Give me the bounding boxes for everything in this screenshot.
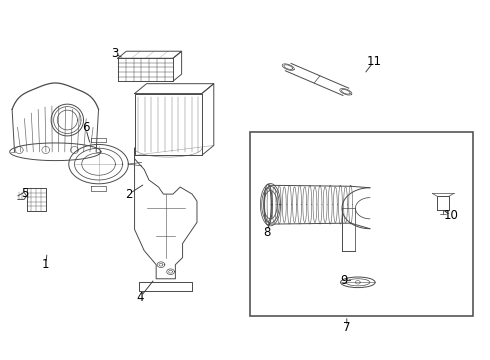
Bar [250,132,473,316]
Text: 6: 6 [82,121,89,134]
Text: 11: 11 [366,55,381,68]
Text: 10: 10 [444,210,459,222]
Text: 5: 5 [22,187,29,200]
Text: 3: 3 [111,47,118,60]
Text: 4: 4 [137,291,144,303]
Text: 7: 7 [343,321,350,334]
Text: 9: 9 [340,274,348,287]
Text: 2: 2 [125,188,132,201]
Text: 1: 1 [42,258,49,271]
Text: 8: 8 [263,226,270,239]
